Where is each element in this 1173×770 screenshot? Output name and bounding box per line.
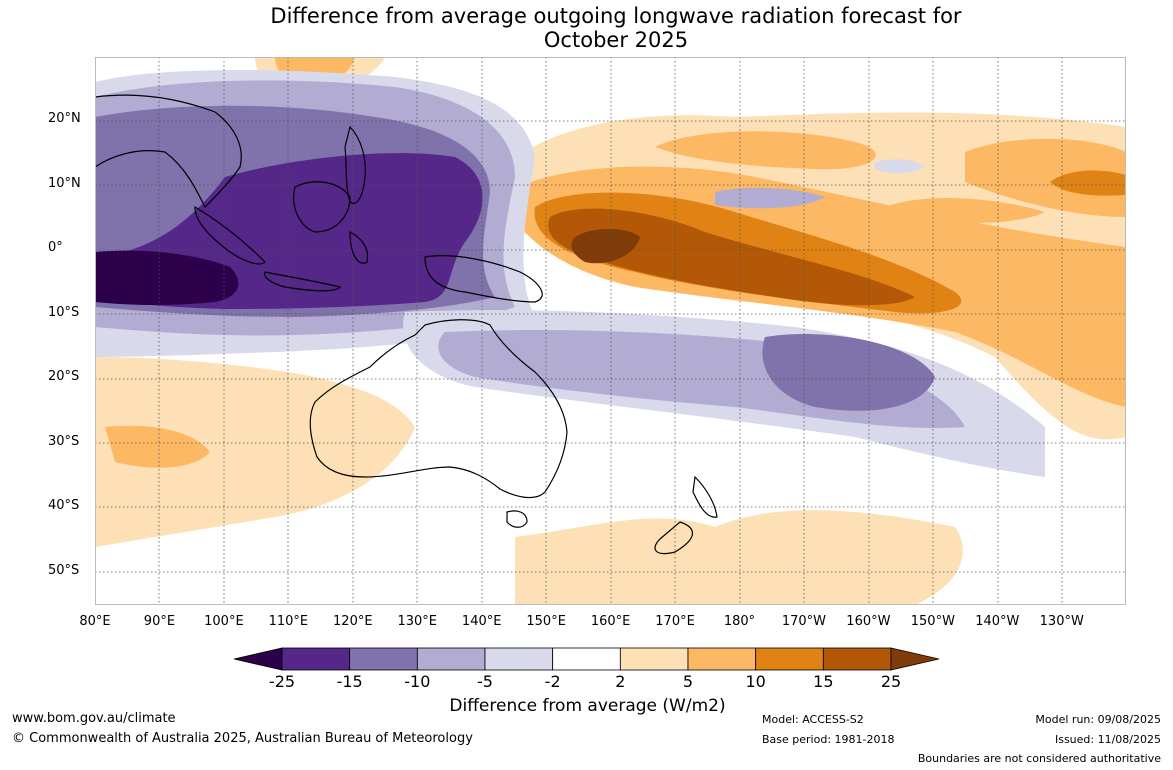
colorbar-segment bbox=[416, 647, 486, 671]
longitude-label: 170°W bbox=[781, 614, 827, 629]
colorbar-segment bbox=[687, 647, 757, 671]
colorbar-tick-label: -25 bbox=[268, 672, 296, 691]
footer-model: Model: ACCESS-S2 bbox=[762, 713, 864, 726]
longitude-label: 120°E bbox=[333, 614, 373, 629]
region-northeast-pacific-orange bbox=[965, 138, 1126, 217]
colorbar-tick-label: -2 bbox=[544, 672, 561, 691]
region-southern-ocean-light bbox=[515, 510, 963, 605]
colorbar-segment bbox=[349, 647, 418, 671]
latitude-label: 30°S bbox=[48, 434, 80, 449]
longitude-label: 140°W bbox=[975, 614, 1020, 629]
region-equatorial-pacific-darker bbox=[548, 208, 915, 306]
coastline-philippines bbox=[344, 125, 366, 204]
title-line-1: Difference from average outgoing longwav… bbox=[270, 4, 962, 28]
longitude-label: 130°E bbox=[397, 614, 438, 629]
latitude-label: 10°N bbox=[48, 176, 81, 191]
colorbar-tick-label: 5 bbox=[682, 672, 694, 691]
negative-anomaly-regions bbox=[95, 70, 1045, 477]
colorbar-tick-label: 10 bbox=[745, 672, 766, 691]
latitude-label: 20°N bbox=[48, 111, 81, 126]
region-south-indian-orange bbox=[105, 425, 210, 468]
longitude-label: 150°E bbox=[526, 614, 566, 629]
region-north-pacific-dark bbox=[1050, 170, 1126, 196]
colorbar-extension-high bbox=[890, 647, 939, 671]
region-south-indian-light bbox=[95, 357, 415, 547]
colorbar-segment bbox=[619, 647, 689, 671]
colorbar-segment bbox=[484, 647, 554, 671]
anomaly-map bbox=[95, 57, 1126, 605]
longitude-label: 130°W bbox=[1039, 614, 1084, 629]
coastline-sulawesi bbox=[349, 231, 369, 264]
latitude-label: 20°S bbox=[48, 369, 80, 384]
coastline-borneo bbox=[293, 181, 351, 233]
footer-website: www.bom.gov.au/climate bbox=[12, 711, 176, 726]
colorbar-title: Difference from average (W/m2) bbox=[449, 696, 726, 716]
region-north-pacific-light-purple-2 bbox=[875, 159, 925, 174]
colorbar-segment bbox=[281, 647, 351, 671]
colorbar-tick-label: -10 bbox=[404, 672, 431, 691]
longitude-label: 160°W bbox=[846, 614, 891, 629]
title-line-2: October 2025 bbox=[543, 28, 689, 52]
coastline-southeast-asia bbox=[95, 94, 242, 209]
region-north-pacific-orange-2 bbox=[885, 197, 1045, 224]
coastline-tasmania bbox=[506, 510, 528, 528]
footer-copyright: © Commonwealth of Australia 2025, Austra… bbox=[12, 731, 473, 746]
region-indian-ocean-darkest bbox=[95, 250, 239, 306]
graticule bbox=[95, 57, 1126, 605]
longitude-label: 140°E bbox=[461, 614, 502, 629]
region-equatorial-pacific-darkest bbox=[571, 228, 640, 264]
coastline-java bbox=[264, 271, 342, 292]
footer-base-period: Base period: 1981-2018 bbox=[762, 733, 895, 746]
longitude-label: 170°E bbox=[655, 614, 695, 629]
colorbar-tick-label: -15 bbox=[336, 672, 363, 691]
longitude-label: 150°W bbox=[910, 614, 955, 629]
footer-disclaimer: Boundaries are not considered authoritat… bbox=[917, 752, 1161, 765]
longitude-label: 100°E bbox=[204, 614, 244, 629]
coastline-australia bbox=[309, 319, 568, 499]
colorbar-segment bbox=[755, 647, 824, 671]
latitude-label: 0° bbox=[48, 240, 63, 255]
longitude-label: 90°E bbox=[143, 614, 176, 629]
coastline-new-zealand bbox=[654, 475, 718, 555]
coastline-new-guinea bbox=[424, 255, 543, 303]
latitude-label: 50°S bbox=[48, 563, 80, 578]
colorbar-segment bbox=[552, 647, 621, 671]
colorbar-segment bbox=[822, 647, 892, 671]
latitude-label: 10°S bbox=[48, 305, 80, 320]
longitude-label: 160°E bbox=[590, 614, 631, 629]
longitude-label: 180° bbox=[723, 614, 756, 629]
colorbar bbox=[234, 647, 939, 671]
coastlines bbox=[95, 94, 718, 555]
longitude-label: 80°E bbox=[79, 614, 111, 629]
region-north-pacific-orange bbox=[655, 131, 876, 170]
colorbar-tick-label: 15 bbox=[813, 672, 834, 691]
colorbar-tick-label: 2 bbox=[615, 672, 626, 691]
colorbar-tick-label: -5 bbox=[477, 672, 493, 691]
longitude-label: 110°E bbox=[268, 614, 309, 629]
coastline-sumatra bbox=[194, 205, 266, 265]
map-frame bbox=[95, 57, 1126, 605]
map-title: Difference from average outgoing longwav… bbox=[0, 4, 1173, 52]
footer-model-run: Model run: 09/08/2025 bbox=[1035, 713, 1161, 726]
colorbar-extension-low bbox=[234, 647, 283, 671]
region-north-pacific-light-purple bbox=[715, 187, 825, 209]
footer-issued: Issued: 11/08/2025 bbox=[1054, 733, 1161, 746]
colorbar-tick-label: 25 bbox=[880, 672, 902, 691]
region-south-pacific-medium bbox=[762, 333, 935, 411]
latitude-label: 40°S bbox=[48, 498, 80, 513]
